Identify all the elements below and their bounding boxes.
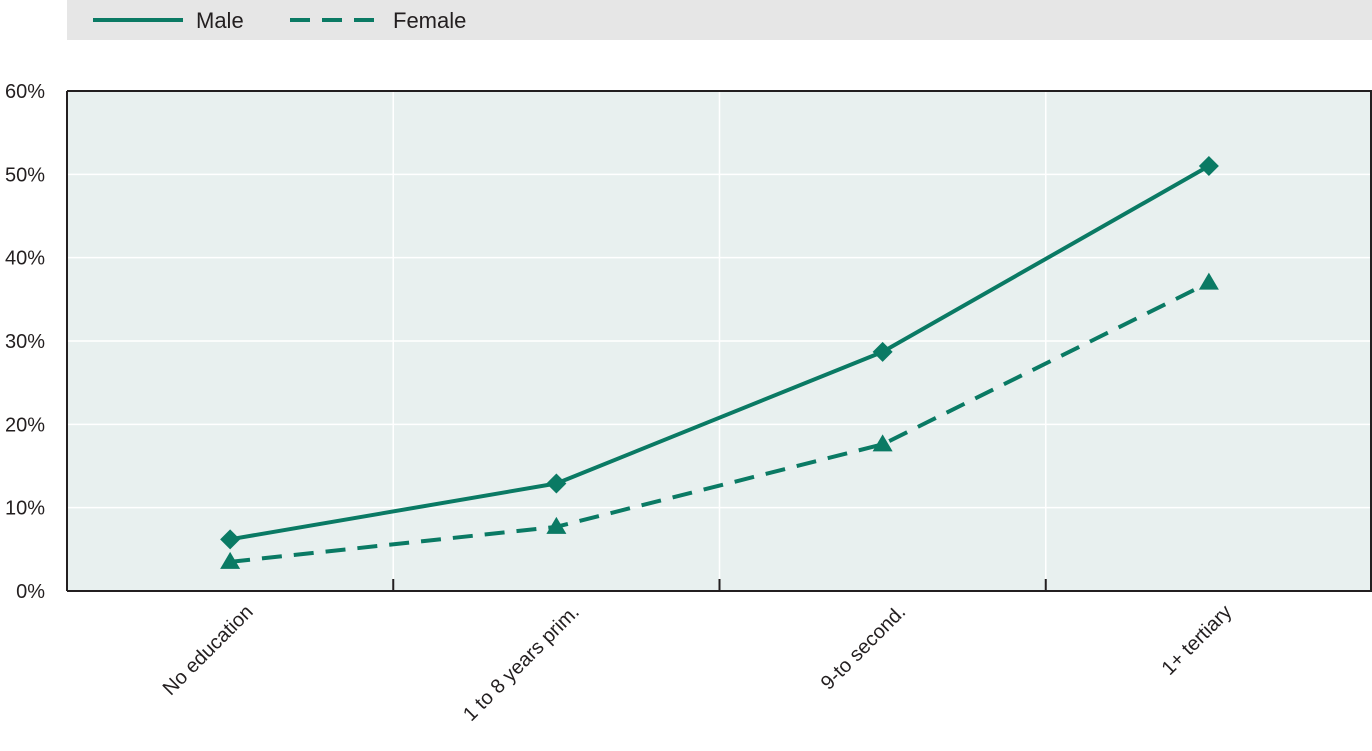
data-point-female [546, 516, 567, 534]
y-tick-label: 30% [5, 331, 45, 353]
series-layer [220, 156, 1219, 569]
y-tick-label: 60% [5, 81, 45, 103]
legend-background [67, 0, 1372, 40]
data-point-male [220, 529, 241, 550]
x-tick-label: No education [159, 601, 258, 700]
series-line-female [229, 280, 1210, 564]
y-axis-ticks: 0% 10% 20% 30% 40% 50% 60% [5, 81, 45, 603]
data-point-male [1198, 156, 1219, 176]
x-axis-ticks: No education 1 to 8 years prim. 9-to secon… [159, 579, 1237, 726]
x-tick-label: 1+ tertiary [1158, 601, 1237, 680]
y-tick-label: 20% [5, 414, 45, 436]
legend-label-male: Male [196, 8, 244, 33]
series-line-male [229, 164, 1210, 542]
data-point-female [220, 551, 241, 569]
legend: Male Female [93, 8, 466, 33]
legend-label-female: Female [393, 8, 466, 33]
x-tick-label: 1 to 8 years prim. [459, 601, 584, 726]
data-point-male [546, 473, 567, 494]
data-point-male [872, 341, 893, 362]
data-point-female [1198, 272, 1219, 290]
y-tick-label: 50% [5, 164, 45, 186]
x-tick-label: 9-to second. [817, 601, 910, 694]
y-tick-label: 0% [16, 581, 45, 603]
y-tick-label: 10% [5, 498, 45, 520]
data-point-female [872, 434, 893, 452]
y-tick-label: 40% [5, 248, 45, 270]
